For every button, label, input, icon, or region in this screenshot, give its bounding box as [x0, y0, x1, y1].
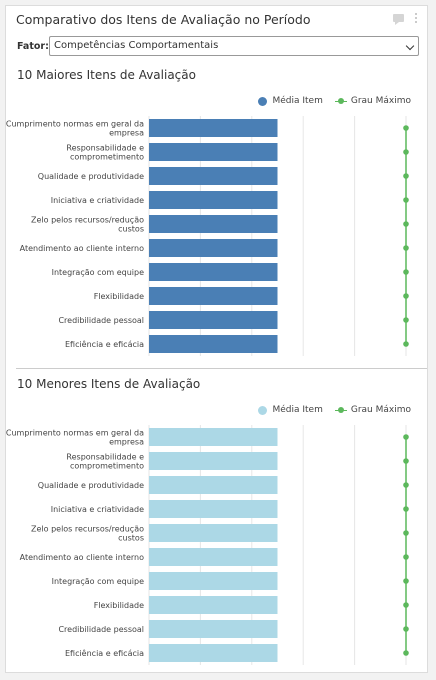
- widget-title: Comparativo dos Itens de Avaliação no Pe…: [16, 12, 311, 27]
- bottom-bar: [149, 500, 278, 518]
- top-category-label: Integração com equipe: [52, 268, 144, 277]
- bottom-grau-point: [403, 602, 409, 608]
- fator-select-value: Competências Comportamentais: [54, 40, 219, 51]
- bottom-grau-point: [403, 530, 409, 536]
- bottom-category-label: Iniciativa e criatividade: [51, 505, 144, 514]
- grau-legend-marker: [334, 406, 347, 415]
- bottom-bar: [149, 524, 278, 542]
- top-bar: [149, 215, 278, 233]
- top-bar: [149, 167, 278, 185]
- grau-legend-marker: [334, 97, 347, 106]
- bottom-bar: [149, 452, 278, 470]
- bottom-grau-point: [403, 434, 409, 440]
- top-grau-point: [403, 317, 409, 323]
- grau-legend-label: Grau Máximo: [350, 405, 411, 415]
- top-bar: [149, 143, 278, 161]
- bottom-category-label: Eficiência e eficácia: [65, 648, 144, 658]
- section-divider: [16, 368, 427, 369]
- top-category-label: Qualidade e produtividade: [38, 172, 144, 181]
- bottom-items-chart: Média Item Grau Máximo Cumprimento norma…: [6, 405, 427, 675]
- top-bar: [149, 239, 278, 257]
- bottom-chart-title: 10 Menores Itens de Avaliação: [17, 377, 201, 391]
- bottom-category-label: Flexibilidade: [94, 601, 144, 610]
- bottom-bar: [149, 428, 278, 446]
- top-category-label: Eficiência e eficácia: [65, 339, 144, 349]
- bottom-category-label: Zelo pelos recursos/redução: [31, 525, 144, 534]
- bottom-bar: [149, 620, 278, 638]
- bottom-bar: [149, 548, 278, 566]
- bottom-category-label: Credibilidade pessoal: [58, 625, 144, 634]
- bottom-category-label: Responsabilidade e: [66, 453, 144, 462]
- bottom-category-label: Cumprimento normas em geral da: [6, 429, 144, 438]
- media-legend-label: Média Item: [272, 96, 323, 106]
- top-bar: [149, 311, 278, 329]
- top-category-label: custos: [118, 225, 144, 234]
- media-legend-marker: [258, 96, 268, 106]
- bottom-grau-point: [403, 482, 409, 488]
- top-grau-point: [403, 293, 409, 299]
- top-category-label: Cumprimento normas em geral da: [6, 120, 144, 129]
- top-category-label: Flexibilidade: [94, 292, 144, 301]
- bottom-bar: [149, 596, 278, 614]
- bottom-grau-point: [403, 626, 409, 632]
- fator-label: Fator:: [17, 41, 49, 52]
- top-chart-title: 10 Maiores Itens de Avaliação: [17, 68, 196, 82]
- top-bar: [149, 263, 278, 281]
- chevron-down-icon: [405, 41, 415, 51]
- grau-legend-label: Grau Máximo: [350, 96, 411, 106]
- bottom-category-label: comprometimento: [70, 462, 144, 471]
- top-grau-point: [403, 221, 409, 227]
- bottom-grau-point: [403, 506, 409, 512]
- top-bar: [149, 191, 278, 209]
- top-bar: [149, 287, 278, 305]
- top-bar: [149, 335, 278, 353]
- top-category-label: Credibilidade pessoal: [58, 316, 144, 325]
- media-legend-label: Média Item: [272, 405, 323, 415]
- top-bar: [149, 119, 278, 137]
- top-grau-point: [403, 269, 409, 275]
- top-category-label: Atendimento ao cliente interno: [20, 244, 144, 253]
- bottom-bar: [149, 476, 278, 494]
- bottom-category-label: custos: [118, 534, 144, 543]
- widget-card: Comparativo dos Itens de Avaliação no Pe…: [5, 5, 428, 673]
- top-chart-legend: Média Item Grau Máximo: [258, 96, 411, 106]
- top-category-label: empresa: [109, 129, 144, 138]
- media-legend-marker: [258, 405, 268, 415]
- bottom-grau-point: [403, 458, 409, 464]
- bottom-grau-point: [403, 578, 409, 584]
- fator-select[interactable]: Competências Comportamentais: [49, 36, 419, 56]
- bottom-category-label: Qualidade e produtividade: [38, 481, 144, 490]
- top-grau-point: [403, 173, 409, 179]
- top-category-label: Responsabilidade e: [66, 144, 144, 153]
- top-category-label: comprometimento: [70, 153, 144, 162]
- top-items-chart: Média Item Grau Máximo Cumprimento norma…: [6, 96, 427, 366]
- bottom-category-label: empresa: [109, 438, 144, 447]
- top-grau-point: [403, 125, 409, 131]
- top-category-label: Iniciativa e criatividade: [51, 196, 144, 205]
- bottom-bar: [149, 644, 278, 662]
- bottom-grau-point: [403, 650, 409, 656]
- top-grau-point: [403, 149, 409, 155]
- bottom-category-label: Integração com equipe: [52, 577, 144, 586]
- bottom-chart-legend: Média Item Grau Máximo: [258, 405, 411, 415]
- more-options-icon[interactable]: [415, 13, 418, 25]
- top-grau-point: [403, 245, 409, 251]
- bottom-grau-point: [403, 554, 409, 560]
- bottom-bar: [149, 572, 278, 590]
- comment-icon[interactable]: [393, 14, 404, 25]
- bottom-category-label: Atendimento ao cliente interno: [20, 553, 144, 562]
- top-grau-point: [403, 197, 409, 203]
- top-category-label: Zelo pelos recursos/redução: [31, 216, 144, 225]
- top-grau-point: [403, 341, 409, 347]
